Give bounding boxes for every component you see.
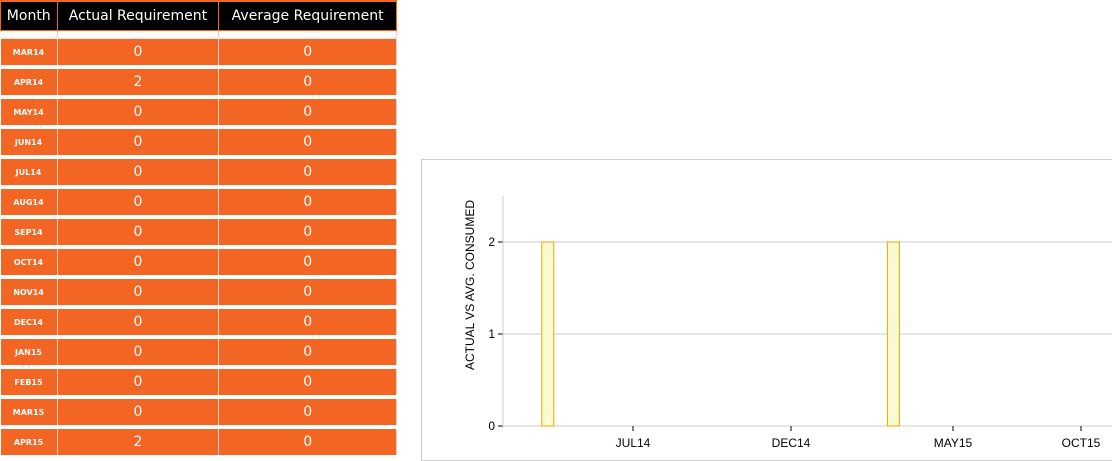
header-average: Average Requirement	[218, 0, 397, 31]
y-tick-label: 0	[488, 419, 495, 433]
header-actual: Actual Requirement	[56, 0, 220, 31]
cell-actual: 0	[57, 247, 220, 279]
cell-actual: 0	[57, 157, 220, 189]
cell-month: JUN14	[0, 127, 58, 159]
cell-actual: 0	[57, 367, 220, 399]
cell-average: 0	[218, 187, 397, 219]
table-row: FEB15 0 0	[0, 367, 397, 399]
table-row: OCT14 0 0	[0, 247, 397, 279]
cell-actual: 0	[57, 277, 220, 309]
cell-actual: 0	[57, 337, 220, 369]
cell-month: JAN15	[0, 337, 58, 369]
cell-month: JUL14	[0, 157, 58, 189]
header-month: Month	[0, 0, 58, 31]
x-tick-label: OCT15	[1062, 436, 1101, 450]
cell-month: AUG14	[0, 187, 58, 219]
table-row: APR15 2 0	[0, 427, 397, 459]
table-row: MAR14 0 0	[0, 38, 397, 69]
cell-actual: 0	[57, 97, 220, 129]
x-tick-label: JUL14	[616, 436, 651, 450]
table-row: JUN14 0 0	[0, 127, 397, 159]
cell-actual: 0	[57, 217, 220, 249]
table-row: SEP14 0 0	[0, 217, 397, 249]
cell-month: OCT14	[0, 247, 58, 279]
table-row: APR14 2 0	[0, 67, 397, 99]
bar-chart: ACTUAL VS AVG. CONSUMED 0 1 2 JUL14 DEC14 MAY…	[463, 196, 1112, 450]
cell-average: 0	[218, 127, 397, 159]
bar-apr14	[541, 241, 555, 427]
y-tick-label: 1	[488, 327, 495, 341]
cell-actual: 0	[57, 187, 220, 219]
table-row: AUG14 0 0	[0, 187, 397, 219]
table-row: MAR15 0 0	[0, 397, 397, 429]
x-tick-label: DEC14	[772, 436, 811, 450]
requirements-table: Month Actual Requirement Average Require…	[0, 0, 397, 459]
cell-month: MAY14	[0, 97, 58, 129]
table-row: DEC14 0 0	[0, 307, 397, 339]
cell-month: NOV14	[0, 277, 58, 309]
bar-apr15	[886, 241, 900, 427]
cell-average: 0	[218, 427, 397, 459]
cell-average: 0	[218, 397, 397, 429]
cell-month: APR14	[0, 67, 58, 99]
cell-month: SEP14	[0, 217, 58, 249]
cell-actual: 2	[57, 67, 220, 99]
cell-month: APR15	[0, 427, 58, 459]
cell-average: 0	[218, 307, 397, 339]
cell-average: 0	[218, 38, 397, 69]
cell-actual: 2	[57, 427, 220, 459]
cell-average: 0	[218, 67, 397, 99]
cell-month: MAR14	[0, 38, 58, 69]
cell-actual: 0	[57, 397, 220, 429]
table-row: JAN15 0 0	[0, 337, 397, 369]
table-row: MAY14 0 0	[0, 97, 397, 129]
cell-average: 0	[218, 157, 397, 189]
cell-average: 0	[218, 217, 397, 249]
y-axis-label: ACTUAL VS AVG. CONSUMED	[463, 200, 477, 370]
cell-average: 0	[218, 247, 397, 279]
table-row: JUL14 0 0	[0, 157, 397, 189]
cell-actual: 0	[57, 307, 220, 339]
cell-average: 0	[218, 367, 397, 399]
cell-month: FEB15	[0, 367, 58, 399]
cell-average: 0	[218, 97, 397, 129]
x-tick-label: MAY15	[934, 436, 973, 450]
cell-actual: 0	[57, 127, 220, 159]
chart-panel: ACTUAL VS AVG. CONSUMED 0 1 2 JUL14 DEC14 MAY…	[421, 159, 1112, 461]
cell-average: 0	[218, 337, 397, 369]
cell-actual: 0	[57, 38, 220, 69]
cell-average: 0	[218, 277, 397, 309]
table-row: NOV14 0 0	[0, 277, 397, 309]
cell-month: MAR15	[0, 397, 58, 429]
cell-month: DEC14	[0, 307, 58, 339]
y-tick-label: 2	[488, 235, 495, 249]
